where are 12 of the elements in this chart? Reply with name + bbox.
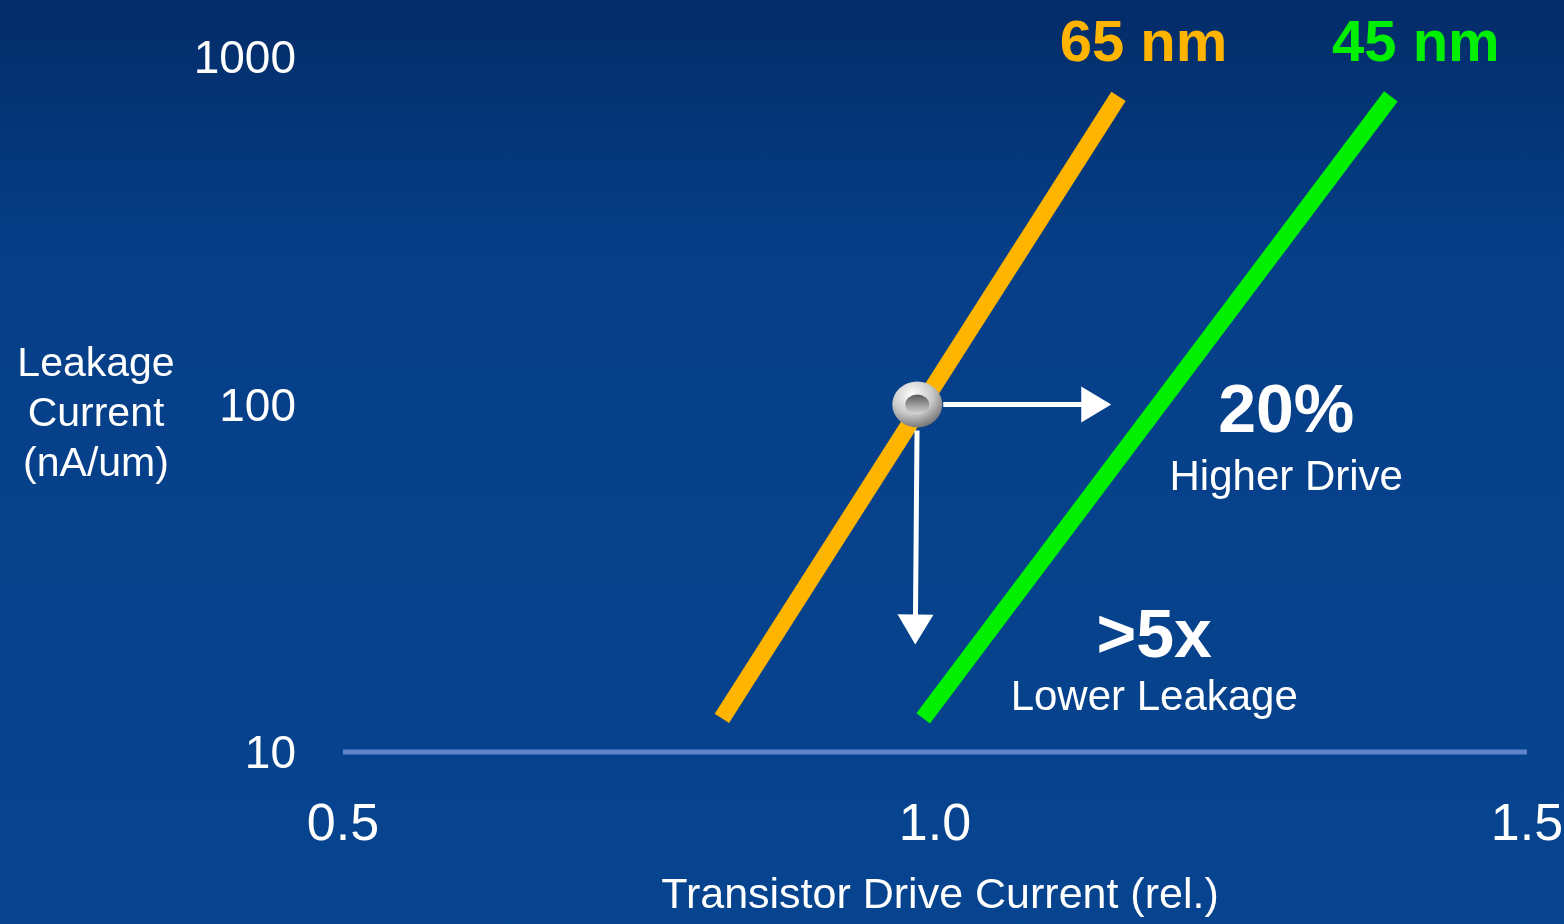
series-label: 45 nm [1332,8,1500,74]
x-axis-title: Transistor Drive Current (rel.) [661,869,1219,917]
series-label: 65 nm [1059,8,1228,74]
x-tick-label: 1.0 [898,793,972,851]
y-axis-title: Leakage Current (nA/um) [17,339,175,485]
x-tick-label: 0.5 [306,793,380,851]
y-tick-label: 100 [219,378,296,431]
y-tick-label: 10 [244,726,296,778]
annotation: 20% Higher Drive [1169,369,1403,499]
annotation: >5x Lower Leakage [1010,594,1298,719]
y-tick-label: 1000 [193,31,296,83]
x-tick-label: 1.5 [1490,793,1564,851]
